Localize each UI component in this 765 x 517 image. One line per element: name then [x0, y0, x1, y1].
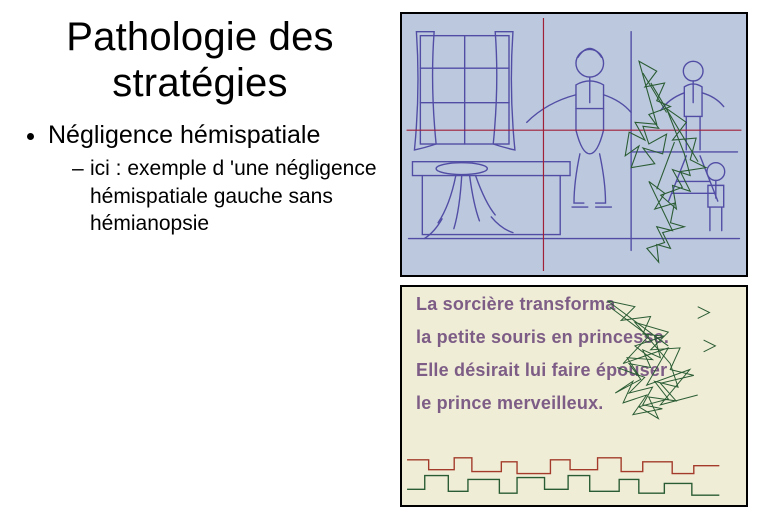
sub-bullet-1: ici : exemple d 'une négligence hémispat… — [72, 155, 382, 237]
figure-bottom-svg — [402, 287, 746, 505]
bullet-1: Négligence hémispatiale ici : exemple d … — [48, 120, 382, 237]
trace-bottom — [407, 476, 719, 496]
title-line-2: stratégies — [112, 61, 287, 105]
title-line-1: Pathologie des — [66, 15, 333, 59]
scan-path-bottom — [607, 301, 715, 419]
slide: Pathologie des stratégies Négligence hém… — [0, 0, 765, 517]
figure-bottom: La sorcière transforma la petite souris … — [400, 285, 748, 507]
sub-list: ici : exemple d 'une négligence hémispat… — [48, 155, 382, 237]
left-column: Pathologie des stratégies Négligence hém… — [0, 0, 390, 243]
scene-drawing — [409, 32, 740, 251]
figure-top-svg — [402, 14, 746, 275]
trace-top — [407, 458, 719, 474]
right-column: La sorcière transforma la petite souris … — [400, 12, 748, 507]
bullet-1-text: Négligence hémispatiale — [48, 121, 320, 149]
figure-top — [400, 12, 748, 277]
slide-title: Pathologie des stratégies — [18, 14, 382, 106]
bullet-list: Négligence hémispatiale ici : exemple d … — [18, 120, 382, 237]
